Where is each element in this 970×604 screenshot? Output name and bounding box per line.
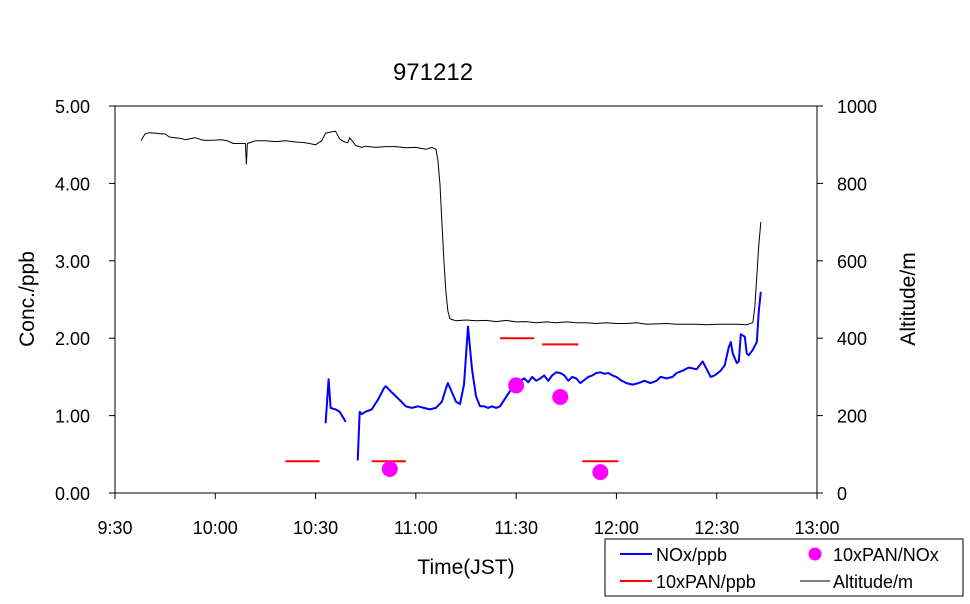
x-axis: 9:30 10:00 10:30 11:00 11:30 12:00 12:30 13:00 <box>97 493 840 538</box>
ratio-marker <box>508 377 525 394</box>
y-left-tick-label: 4.00 <box>55 174 90 194</box>
legend: NOx/ppb 10xPAN/NOx 10xPAN/ppb Altitude/m <box>604 538 964 597</box>
series-layer <box>140 130 762 481</box>
x-tick-label: 10:30 <box>293 518 338 538</box>
x-tick-label: 12:30 <box>694 518 739 538</box>
legend-box <box>604 538 964 597</box>
y-left-tick-label: 2.00 <box>55 329 90 349</box>
y-axis-label-left: Conc./ppb <box>16 251 39 347</box>
x-tick-label: 13:00 <box>794 518 839 538</box>
y-right-tick-label: 800 <box>837 174 867 194</box>
y-left-tick-label: 1.00 <box>55 407 90 427</box>
chart-title: 971212 <box>393 59 473 86</box>
y-left-tick-label: 5.00 <box>55 97 90 117</box>
x-tick-label: 12:00 <box>594 518 639 538</box>
ratio-marker <box>381 461 398 478</box>
y-right-tick-label: 200 <box>837 407 867 427</box>
right-axis: 0 200 400 600 800 1000 <box>817 97 877 504</box>
legend-label-ratio: 10xPAN/NOx <box>833 545 939 565</box>
y-right-tick-label: 600 <box>837 252 867 272</box>
ratio-marker <box>552 389 569 406</box>
plot-area <box>114 105 818 494</box>
x-tick-label: 11:00 <box>394 518 438 538</box>
legend-label-pan: 10xPAN/ppb <box>656 572 756 592</box>
nox-line <box>356 291 762 461</box>
ratio-marker <box>592 464 609 481</box>
x-axis-label: Time(JST) <box>417 556 514 579</box>
legend-label-altitude: Altitude/m <box>833 572 913 592</box>
altitude-line <box>140 130 762 326</box>
legend-swatch-ratio <box>808 547 822 561</box>
y-right-tick-label: 0 <box>837 484 847 504</box>
nox-line <box>324 378 347 424</box>
y-left-tick-label: 3.00 <box>55 252 90 272</box>
y-axis-label-right: Altitude/m <box>897 252 920 345</box>
legend-label-nox: NOx/ppb <box>656 545 727 565</box>
x-tick-label: 11:30 <box>494 518 538 538</box>
x-tick-label: 9:30 <box>97 518 132 538</box>
y-right-tick-label: 400 <box>837 329 867 349</box>
y-left-tick-label: 0.00 <box>55 484 90 504</box>
x-tick-label: 10:00 <box>193 518 238 538</box>
left-axis: 0.00 1.00 2.00 3.00 4.00 5.00 <box>55 97 115 504</box>
y-right-tick-label: 1000 <box>837 97 877 117</box>
